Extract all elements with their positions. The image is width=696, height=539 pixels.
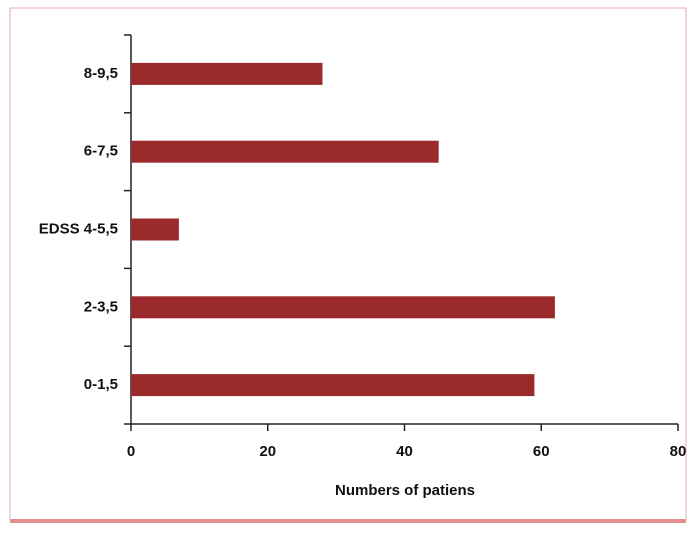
bar: [131, 374, 535, 397]
x-tick-label: 40: [396, 443, 413, 460]
bar: [131, 62, 323, 85]
x-tick-label: 80: [670, 443, 687, 460]
y-tick-label: EDSS 4-5,5: [39, 220, 118, 237]
bar: [131, 296, 555, 319]
frame: [9, 7, 687, 521]
y-tick-label: 0-1,5: [84, 376, 118, 393]
x-tick-label: 0: [127, 443, 135, 460]
x-axis-label: Numbers of patiens: [335, 482, 475, 499]
x-tick-label: 60: [533, 443, 550, 460]
y-tick-label: 6-7,5: [84, 143, 118, 160]
bar: [131, 218, 179, 241]
bar: [131, 140, 439, 163]
y-tick-label: 2-3,5: [84, 298, 118, 315]
x-tick-label: 20: [259, 443, 276, 460]
y-tick-label: 8-9,5: [84, 65, 118, 82]
